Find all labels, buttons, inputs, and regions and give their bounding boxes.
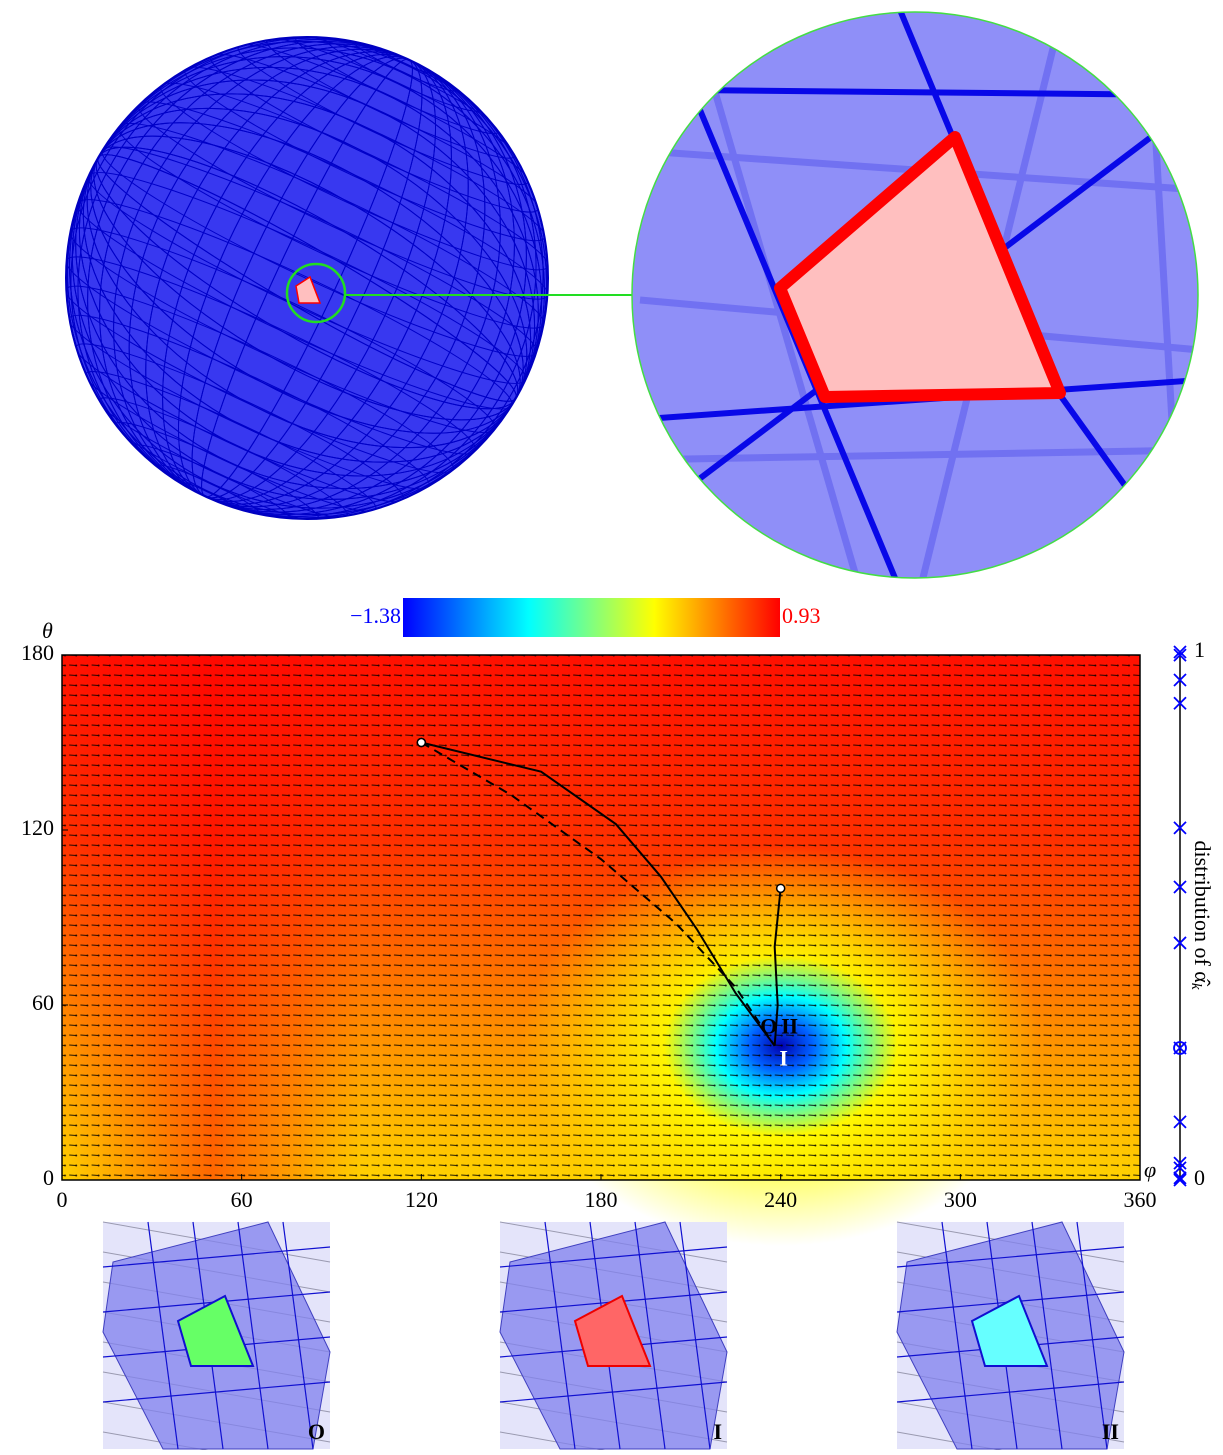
x-tick-label: 0 xyxy=(57,1187,68,1212)
y-tick-label: 120 xyxy=(21,815,54,840)
start-point xyxy=(777,884,785,892)
y-tick-label: 0 xyxy=(1194,1165,1205,1190)
colorbar xyxy=(403,598,780,637)
y-tick-label: 60 xyxy=(32,990,54,1015)
y-tick-label: 1 xyxy=(1194,637,1205,662)
thumbnail-label: O xyxy=(308,1419,325,1444)
annotation: II xyxy=(781,1013,798,1038)
x-tick-label: 240 xyxy=(764,1187,797,1212)
start-point xyxy=(417,739,425,747)
annotation: O xyxy=(760,1013,777,1038)
y-tick-label: 180 xyxy=(21,640,54,665)
y-axis-label: distribution of α̂k xyxy=(1188,841,1215,990)
x-axis-label: φ xyxy=(1144,1157,1156,1182)
label-text: distribution of α̂ xyxy=(1190,841,1215,987)
field-background xyxy=(62,655,1140,1246)
thumbnail-label: II xyxy=(1102,1419,1119,1444)
colorbar-label: −1.38 xyxy=(350,603,401,628)
x-tick-label: 60 xyxy=(231,1187,253,1212)
label-subscript: k xyxy=(1188,983,1204,990)
x-tick-label: 300 xyxy=(944,1187,977,1212)
x-tick-label: 360 xyxy=(1124,1187,1157,1212)
figure: OIII 060120180240300360060120180φθ−1.380… xyxy=(0,0,1223,1450)
thumbnail-label: I xyxy=(713,1419,722,1444)
x-tick-label: 120 xyxy=(405,1187,438,1212)
annotation: I xyxy=(779,1045,788,1070)
sphere xyxy=(0,0,637,608)
colorbar-label: 0.93 xyxy=(782,603,821,628)
y-tick-label: 0 xyxy=(43,1165,54,1190)
zoom-view xyxy=(630,10,1200,590)
y-axis-label: θ xyxy=(42,618,53,643)
x-tick-label: 180 xyxy=(585,1187,618,1212)
